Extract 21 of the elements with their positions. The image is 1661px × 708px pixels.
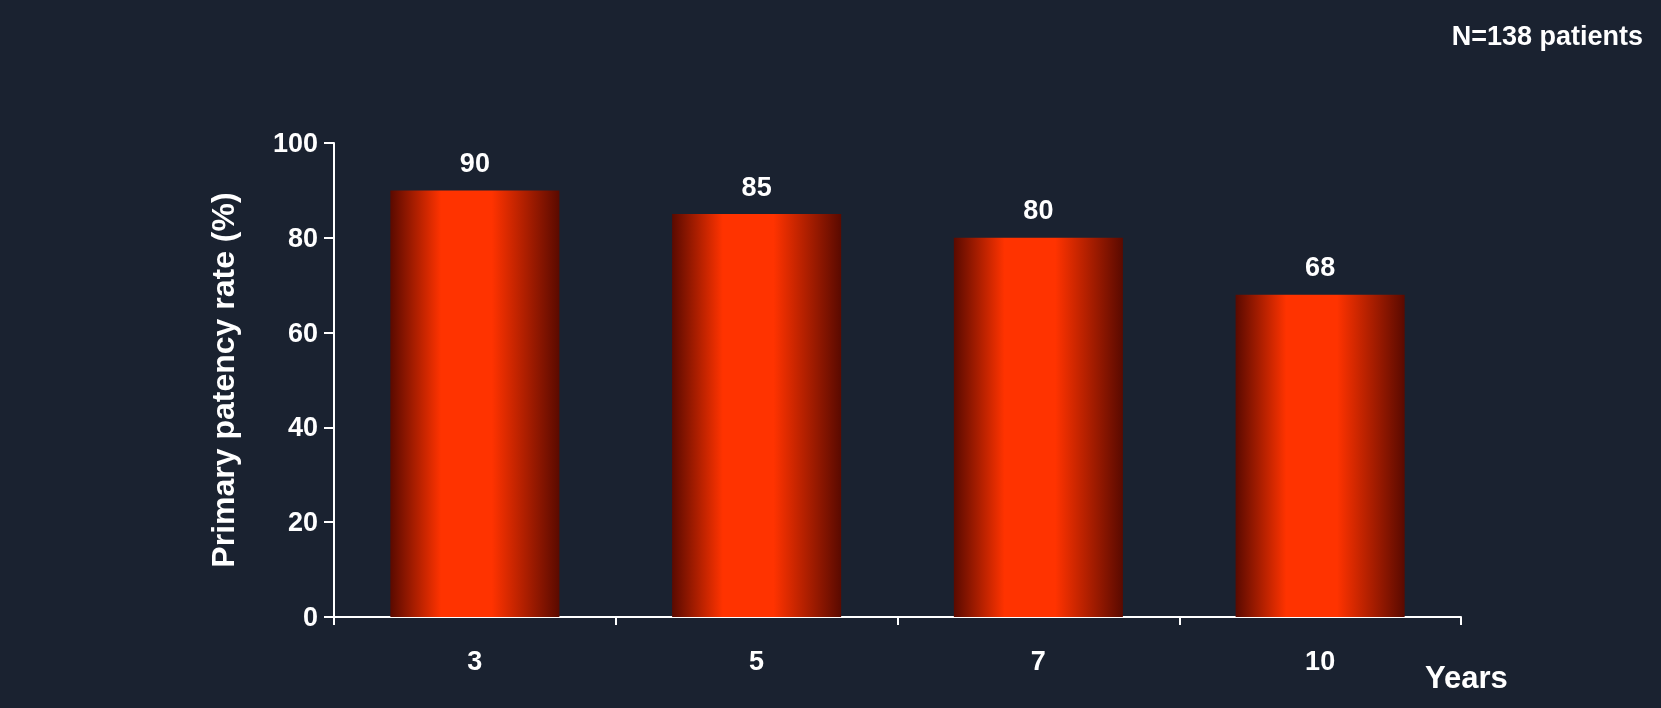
x-tick-label: 10 [1305,645,1336,676]
y-tick-label: 60 [287,317,318,348]
bar [1235,294,1405,617]
text: N=138 patients [1451,20,1644,51]
data-label: 90 [459,147,490,178]
data-label: 85 [741,171,772,202]
bar [953,237,1123,617]
x-tick-label: 5 [749,645,765,676]
data-label: 68 [1305,252,1336,283]
y-axis-title: Primary patency rate (%) [205,192,241,568]
y-tick-label: 40 [287,412,318,443]
bar [390,190,560,617]
x-axis-title: Years [1425,660,1508,695]
x-tick-label: 7 [1030,645,1046,676]
y-tick-label: 0 [302,602,318,632]
y-tick-label: 80 [287,222,318,253]
bar [672,214,842,617]
data-label: 80 [1023,195,1054,226]
y-tick-label: 100 [272,128,318,158]
x-tick-label: 3 [467,645,483,676]
y-tick-label: 20 [287,507,318,538]
